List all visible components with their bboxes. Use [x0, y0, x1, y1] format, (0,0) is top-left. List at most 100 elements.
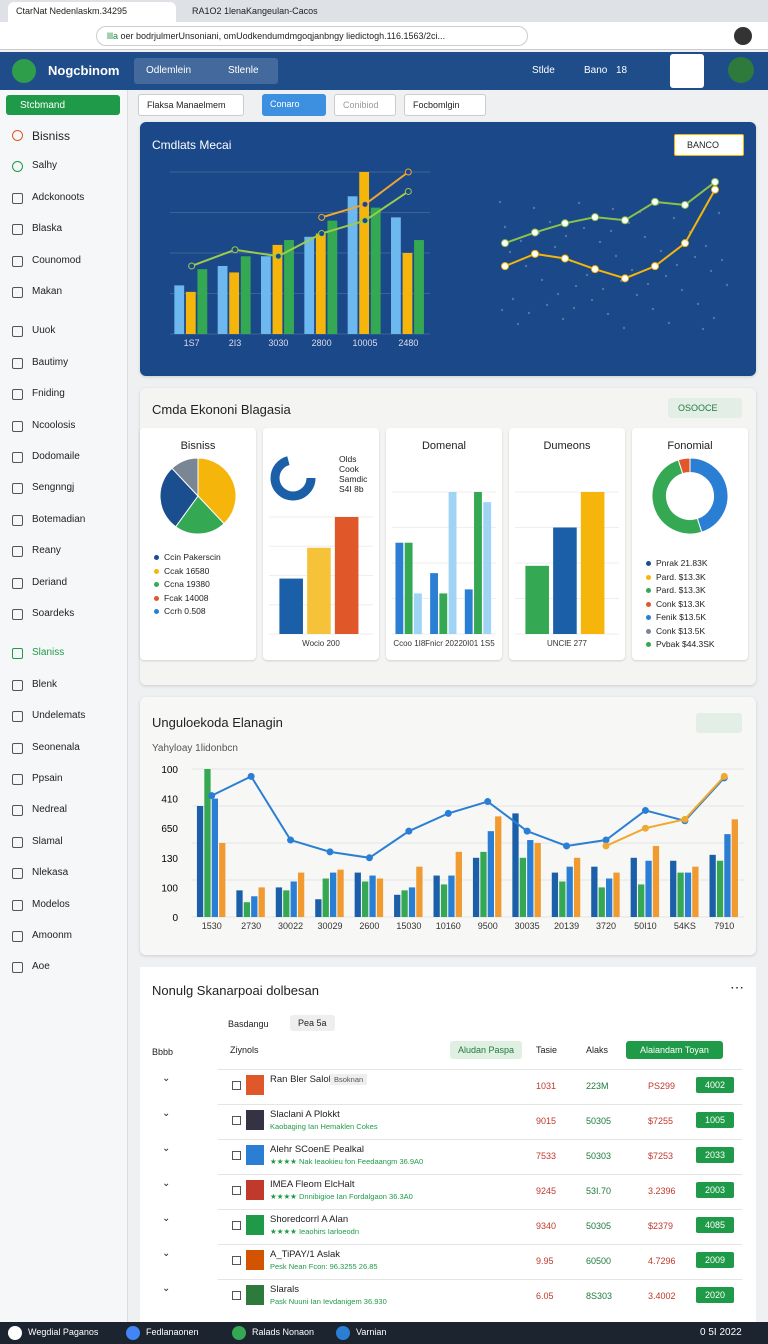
hero-panel: Cmdlats Mecai BANCO 1S7 2I3 3030 2800 10005 2… [140, 122, 756, 376]
sidebar-item[interactable]: Undelemats [32, 710, 86, 722]
sidebar-item[interactable]: Nedreal [32, 804, 68, 816]
sidebar-icon [12, 546, 23, 558]
cell: 9340 [536, 1221, 557, 1231]
status-badge[interactable]: 2020 [696, 1287, 734, 1303]
checkbox[interactable] [232, 1256, 241, 1265]
column-header[interactable]: Tasie [536, 1045, 558, 1055]
sidebar-item[interactable]: Nlekasa [32, 867, 69, 879]
map-dot [574, 284, 578, 288]
sidebar-item[interactable]: Slaniss [32, 647, 65, 659]
table-row[interactable] [218, 1244, 742, 1279]
panel-button[interactable]: OSOOCE [668, 398, 742, 418]
bar [652, 845, 660, 917]
checkbox[interactable] [232, 1151, 241, 1160]
sidebar-item[interactable]: Blaska [32, 223, 63, 235]
point [318, 230, 326, 238]
sidebar-item[interactable]: Deriand [32, 576, 68, 588]
status-badge[interactable]: 2003 [696, 1182, 734, 1198]
checkbox[interactable] [232, 1116, 241, 1125]
avatar[interactable] [734, 27, 752, 45]
more-menu[interactable]: ⋯ [730, 979, 744, 995]
tab[interactable]: CtarNat Nedenlaskm.34295 [8, 2, 176, 22]
sidebar-item[interactable]: Sengnngj [32, 482, 75, 494]
status-badge[interactable]: 4002 [696, 1077, 734, 1093]
table-row[interactable] [218, 1069, 742, 1104]
tab[interactable]: Pea 5a [290, 1015, 335, 1031]
sidebar-item[interactable]: Ppsain [32, 773, 63, 784]
checkbox[interactable] [232, 1221, 241, 1230]
sidebar-item[interactable]: Botemadian [32, 513, 86, 525]
table-row[interactable] [218, 1139, 742, 1174]
url-field[interactable]: llla oer bodrjulmerUnsoniani, omUodkendu… [96, 26, 528, 46]
status-badge[interactable]: 1005 [696, 1112, 734, 1128]
nav-item[interactable]: Stlenle [228, 65, 259, 76]
tab[interactable]: Basdangu [228, 1019, 269, 1029]
header-link[interactable]: Stlde [532, 65, 555, 76]
status-badge[interactable]: 4085 [696, 1217, 734, 1233]
sidebar-item[interactable]: Counomod [32, 254, 81, 266]
column-header[interactable]: Ziynols [230, 1045, 259, 1055]
sidebar-item[interactable]: Soardeks [32, 608, 75, 619]
sidebar-icon [12, 452, 23, 463]
taskbar: 0 5I 2022 Wegdial Paganos Fedlanaonen Rala… [0, 1322, 768, 1344]
bar [606, 878, 613, 917]
toolbar-button[interactable]: Flaksa Manaelmem [138, 94, 244, 116]
task-item[interactable]: Fedlanaonen [146, 1327, 199, 1337]
cell: PS299 [648, 1081, 676, 1091]
tab[interactable]: RA1O2 1lenaKangeulan-Cacos [186, 4, 362, 18]
sidebar-icon [12, 609, 23, 620]
checkbox[interactable] [232, 1291, 241, 1300]
table-row[interactable] [218, 1279, 742, 1314]
sidebar-item[interactable]: Uuok [32, 325, 56, 337]
sidebar-item[interactable]: Bautimy [32, 356, 69, 368]
sidebar-item[interactable]: Modelos [32, 898, 70, 910]
x-tick-label: 3720 [596, 921, 616, 931]
sidebar-item[interactable]: Seonenala [32, 741, 80, 753]
column-header[interactable]: Alaiandam Toyan [626, 1041, 723, 1059]
sidebar-item[interactable]: Fniding [32, 388, 65, 400]
status-badge[interactable]: 2033 [696, 1147, 734, 1163]
checkbox[interactable] [232, 1081, 241, 1090]
x-tick-label: Ccoo 1I8 [393, 639, 426, 648]
sidebar-item[interactable]: Blenk [32, 678, 58, 690]
sidebar-item[interactable]: Amoonm [32, 930, 73, 941]
task-item[interactable]: Varnian [356, 1327, 387, 1337]
table-row[interactable] [218, 1209, 742, 1244]
table-row[interactable] [218, 1104, 742, 1139]
sidebar-item[interactable]: Slamal [32, 835, 63, 847]
toolbar-button[interactable]: Conibiod [334, 94, 396, 116]
header-link[interactable]: 18 [616, 65, 628, 76]
sidebar-item[interactable]: Aoe [32, 961, 50, 973]
user-avatar[interactable] [728, 57, 754, 83]
export-button[interactable] [696, 713, 742, 733]
profile-badge[interactable] [670, 54, 704, 88]
point [287, 836, 295, 844]
checkbox[interactable] [232, 1186, 241, 1195]
bar [322, 878, 329, 917]
nav-item[interactable]: Odlemlein [146, 65, 192, 76]
sidebar-item[interactable]: Bisniss [32, 129, 71, 143]
x-tick-label: 50I10 [634, 921, 657, 931]
sidebar-item[interactable]: Dodomaile [32, 451, 80, 462]
column-header[interactable]: Alaks [586, 1045, 609, 1055]
cell: 8S303 [586, 1291, 613, 1301]
panel-button[interactable]: BANCO [674, 134, 744, 156]
sidebar-item[interactable]: Makan [32, 286, 63, 297]
sidebar-item[interactable]: Salhy [32, 160, 58, 172]
sidebar-item[interactable]: Reany [32, 545, 61, 557]
x-tick-label: 0I01 1S5 [463, 639, 496, 648]
sidebar-item[interactable]: Adckonoots [32, 191, 85, 203]
sidebar-item[interactable]: Ncoolosis [32, 419, 76, 431]
task-item[interactable]: Ralads Nonaon [252, 1327, 315, 1337]
header-link[interactable]: Bano [584, 65, 608, 76]
status-badge[interactable]: 2009 [696, 1252, 734, 1268]
sidebar-button[interactable]: Stcbmand [6, 95, 120, 115]
table-row[interactable] [218, 1174, 742, 1209]
legend-swatch [154, 595, 159, 601]
map-dot [712, 316, 716, 320]
column-header[interactable]: Aludan Paspa [450, 1041, 523, 1059]
toolbar-button[interactable]: Focbomlgin [404, 94, 486, 116]
toolbar-button[interactable]: Conaro [262, 94, 326, 116]
task-item[interactable]: Wegdial Paganos [28, 1327, 99, 1337]
row-sub: ★★★★ Nak Ieaokieu fon Feedaangm 36.9A0 [270, 1157, 424, 1166]
